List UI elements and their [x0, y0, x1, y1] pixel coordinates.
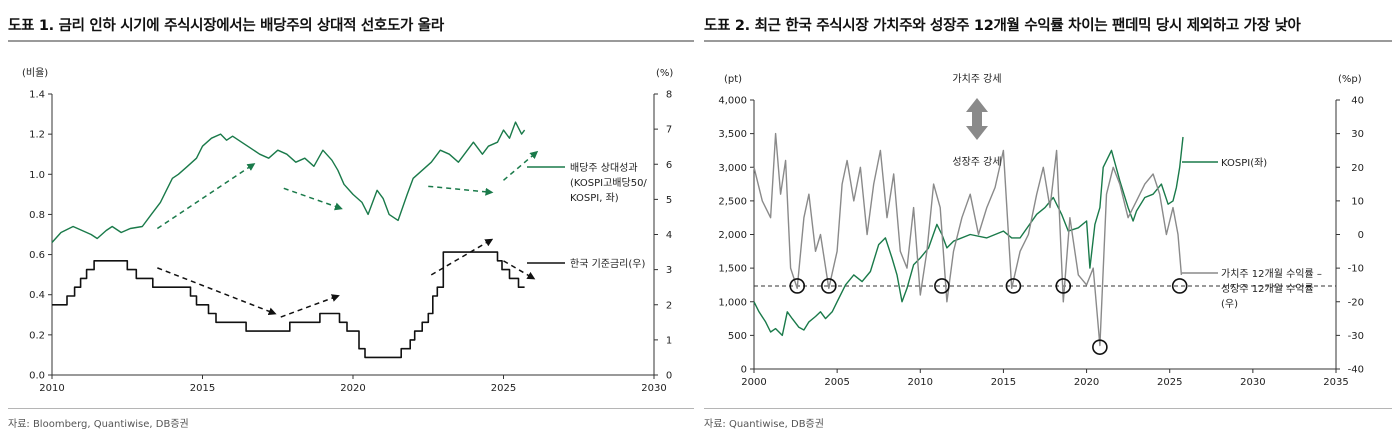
x-tick-label: 2015 [190, 383, 215, 394]
chart-panel-value-growth: 도표 2. 최근 한국 주식시장 가치주와 성장주 12개월 수익률 차이는 팬… [700, 0, 1397, 435]
circle-marker [821, 278, 837, 294]
x-tick-label: 2000 [741, 377, 766, 388]
left-tick-label: 0.0 [29, 371, 45, 382]
right-tick-label: 4 [666, 230, 672, 241]
chart-value-growth-spread: 2000 2005 2010 2015 2020 2025 2030 203505001,00… [718, 73, 1364, 388]
left-tick-label: 1.4 [29, 90, 45, 101]
right-tick-label: -40 [1348, 365, 1364, 376]
double-arrow-icon [966, 98, 988, 140]
chart-panel-dividend: 도표 1. 금리 인하 시기에 주식시장에서는 배당주의 상대적 선호도가 올라… [8, 18, 694, 430]
right-tick-label: 3 [666, 265, 672, 276]
source-rule [704, 408, 1392, 409]
left-tick-label: 0.8 [29, 210, 45, 221]
series-line-2 [753, 132, 1183, 347]
series-line-1 [753, 136, 1184, 337]
left-tick-label: 0.4 [29, 290, 45, 301]
dashed-arrow [280, 294, 340, 318]
left-tick-label: 1.2 [29, 130, 45, 141]
legend-label-spread: 성장주 12개월 수익률 [1221, 283, 1314, 295]
left-unit-label: (pt) [724, 74, 742, 85]
left-tick-label: 0.2 [29, 330, 45, 341]
left-tick-label: 0 [741, 365, 747, 376]
dashed-arrow [428, 185, 494, 196]
title-rule [704, 40, 1392, 42]
x-tick-label: 2010 [908, 377, 933, 388]
right-tick-label: 30 [1351, 129, 1364, 140]
left-tick-label: 2,500 [718, 196, 747, 207]
chart-title: 도표 1. 금리 인하 시기에 주식시장에서는 배당주의 상대적 선호도가 올라 [8, 18, 444, 34]
left-unit-label: (비율) [22, 67, 48, 79]
right-unit-label: (%) [656, 68, 673, 79]
dashed-arrow [157, 267, 277, 316]
left-tick-label: 3,000 [718, 163, 747, 174]
legend-label-rate: 한국 기준금리(우) [570, 258, 645, 270]
chart-dividend-vs-rate: 2010 2015 2020 2025 20300.00.20.40.60.81.01.… [22, 67, 673, 394]
series-line-2 [52, 251, 525, 359]
dashed-arrow [430, 238, 494, 276]
x-tick-label: 2020 [340, 383, 365, 394]
x-tick-label: 2010 [39, 383, 64, 394]
legend-label-kospi: KOSPI(좌) [1221, 157, 1267, 169]
circle-marker [1005, 278, 1022, 294]
right-tick-label: 20 [1351, 163, 1364, 174]
legend-label-spread: (우) [1221, 298, 1238, 310]
right-tick-label: 1 [666, 335, 672, 346]
dashed-arrow [283, 187, 343, 211]
circle-marker [1092, 339, 1108, 355]
legend-label-dividend: 배당주 상대성과 [570, 162, 638, 174]
dashed-arrow [156, 163, 256, 230]
left-tick-label: 3,500 [718, 129, 747, 140]
circle-marker [1055, 278, 1072, 294]
left-tick-label: 1,000 [718, 297, 747, 308]
right-tick-label: 10 [1351, 196, 1364, 207]
left-tick-label: 4,000 [718, 96, 747, 107]
left-tick-label: 1.0 [29, 170, 45, 181]
right-tick-label: 6 [666, 160, 672, 171]
legend-label-dividend: (KOSPI고배당50/ [570, 177, 647, 189]
right-tick-label: 8 [666, 90, 672, 101]
legend-label-spread: 가치주 12개월 수익률 – [1221, 268, 1322, 280]
x-tick-label: 2005 [824, 377, 849, 388]
right-tick-label: -10 [1348, 264, 1364, 275]
right-tick-label: 5 [666, 195, 672, 206]
x-tick-label: 2030 [641, 383, 666, 394]
circle-marker [789, 278, 806, 294]
title-rule [8, 40, 694, 42]
value-strength-label: 가치주 강세 [952, 73, 1001, 85]
x-tick-label: 2020 [1074, 377, 1099, 388]
right-tick-label: 0 [666, 371, 672, 382]
right-tick-label: 2 [666, 300, 672, 311]
x-tick-label: 2030 [1240, 377, 1265, 388]
legend-label-dividend: KOSPI, 좌) [570, 192, 619, 204]
left-tick-label: 500 [728, 331, 747, 342]
circle-marker [934, 278, 950, 294]
dashed-arrow [503, 260, 536, 280]
growth-strength-label: 성장주 강세 [952, 156, 1001, 168]
right-tick-label: 7 [666, 125, 672, 136]
x-tick-label: 2025 [1157, 377, 1182, 388]
right-tick-label: -20 [1348, 297, 1364, 308]
x-tick-label: 2025 [491, 383, 516, 394]
left-tick-label: 1,500 [718, 264, 747, 275]
right-tick-label: 0 [1358, 230, 1364, 241]
source-note: 자료: Bloomberg, Quantiwise, DB증권 [8, 419, 189, 430]
x-tick-label: 2015 [991, 377, 1016, 388]
circle-marker [1171, 278, 1188, 294]
right-tick-label: 40 [1351, 96, 1364, 107]
right-tick-label: -30 [1348, 331, 1364, 342]
series-line-1 [51, 121, 526, 243]
source-note: 자료: Quantiwise, DB증권 [704, 419, 824, 430]
left-tick-label: 0.6 [29, 250, 45, 261]
source-rule [8, 408, 694, 409]
left-tick-label: 2,000 [718, 230, 747, 241]
dashed-arrow [503, 150, 539, 181]
right-unit-label: (%p) [1338, 74, 1362, 85]
x-tick-label: 2035 [1323, 377, 1348, 388]
chart-title: 도표 2. 최근 한국 주식시장 가치주와 성장주 12개월 수익률 차이는 팬… [704, 18, 1301, 34]
